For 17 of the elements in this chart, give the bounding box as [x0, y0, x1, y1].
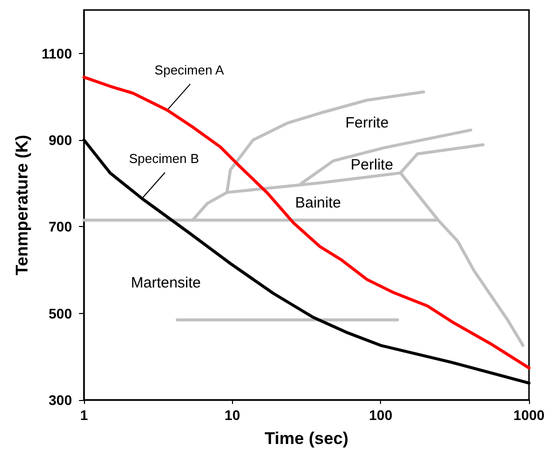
x-axis-title: Time (sec)	[264, 429, 348, 448]
annotation: Perlite	[350, 156, 394, 174]
y-tick-label: 900	[48, 132, 72, 148]
x-tick-label: 1	[80, 407, 88, 423]
y-tick-label: 300	[48, 392, 72, 408]
annotation: Specimen B	[128, 151, 200, 166]
x-tick-label: 1000	[513, 407, 545, 423]
y-tick-label: 700	[48, 218, 72, 235]
annotation: Ferrite	[345, 114, 389, 132]
y-tick-label: 500	[48, 305, 72, 322]
annotation: Specimen A	[154, 62, 224, 78]
x-tick-label: 100	[368, 407, 393, 423]
y-tick-label: 1100	[42, 45, 72, 62]
annotation: Bainite	[295, 194, 342, 212]
y-axis-title: Tenmperature (K)	[12, 134, 32, 276]
x-tick-label: 10	[224, 407, 240, 423]
annotation: Martensite	[130, 274, 201, 292]
